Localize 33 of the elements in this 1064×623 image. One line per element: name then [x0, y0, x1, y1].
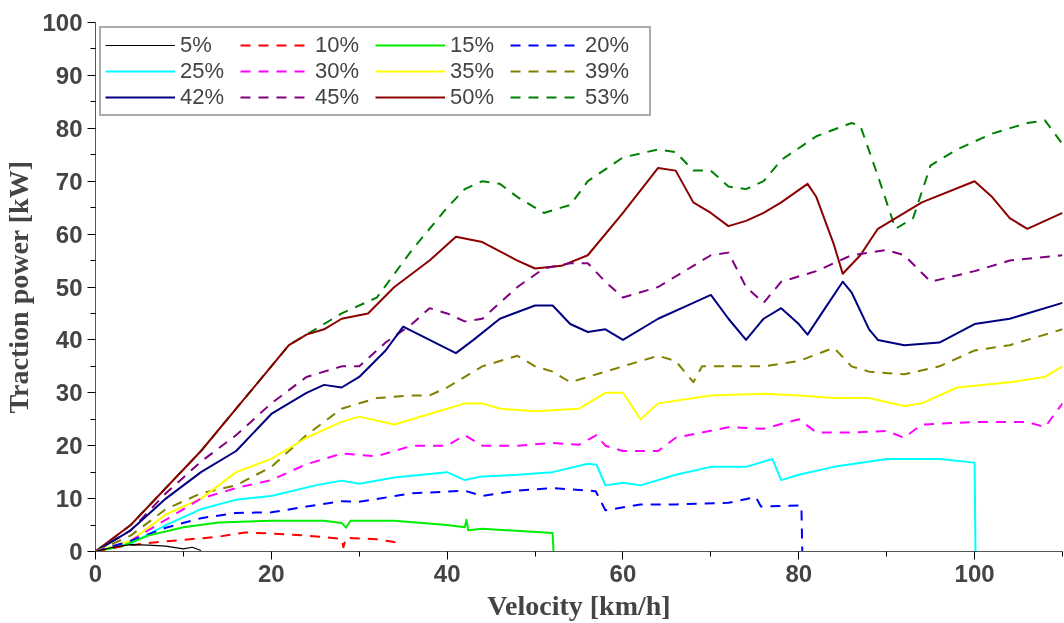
x-tick-label: 0: [88, 559, 103, 587]
y-axis-title: Traction power [kW]: [3, 161, 35, 414]
y-tick-label: 40: [55, 326, 83, 354]
line-series: [95, 544, 202, 552]
y-tick-label: 0: [69, 538, 83, 565]
y-tick-label: 10: [55, 485, 83, 513]
y-tick-label: 100: [42, 9, 83, 36]
legend-label: 39%: [585, 58, 631, 84]
x-tick-label: 80: [785, 559, 813, 587]
legend-label: 30%: [315, 58, 361, 84]
x-axis-title: Velocity [km/h]: [487, 589, 671, 621]
x-tick-label: 40: [433, 559, 461, 587]
legend-label: 25%: [180, 58, 226, 84]
y-tick-label: 60: [55, 220, 83, 248]
x-tick-label: 60: [609, 559, 637, 587]
y-tick-label: 20: [55, 432, 83, 460]
legend-label: 53%: [585, 84, 631, 110]
y-tick-label: 90: [55, 61, 83, 89]
legend-label: 35%: [450, 58, 496, 84]
legend-label: 10%: [315, 32, 361, 58]
legend-label: 5%: [180, 32, 213, 58]
y-tick-label: 80: [55, 114, 83, 142]
legend-label: 45%: [315, 84, 361, 110]
legend-label: 20%: [585, 32, 631, 58]
x-tick-label: 100: [954, 559, 995, 587]
line-series: [95, 531, 397, 552]
y-tick-label: 30: [55, 379, 83, 407]
legend-label: 50%: [450, 84, 496, 110]
legend-label: 15%: [450, 32, 496, 58]
legend-label: 42%: [180, 84, 226, 110]
x-tick-label: 20: [257, 559, 285, 587]
y-tick-label: 70: [55, 167, 83, 195]
y-tick-label: 50: [55, 273, 83, 301]
